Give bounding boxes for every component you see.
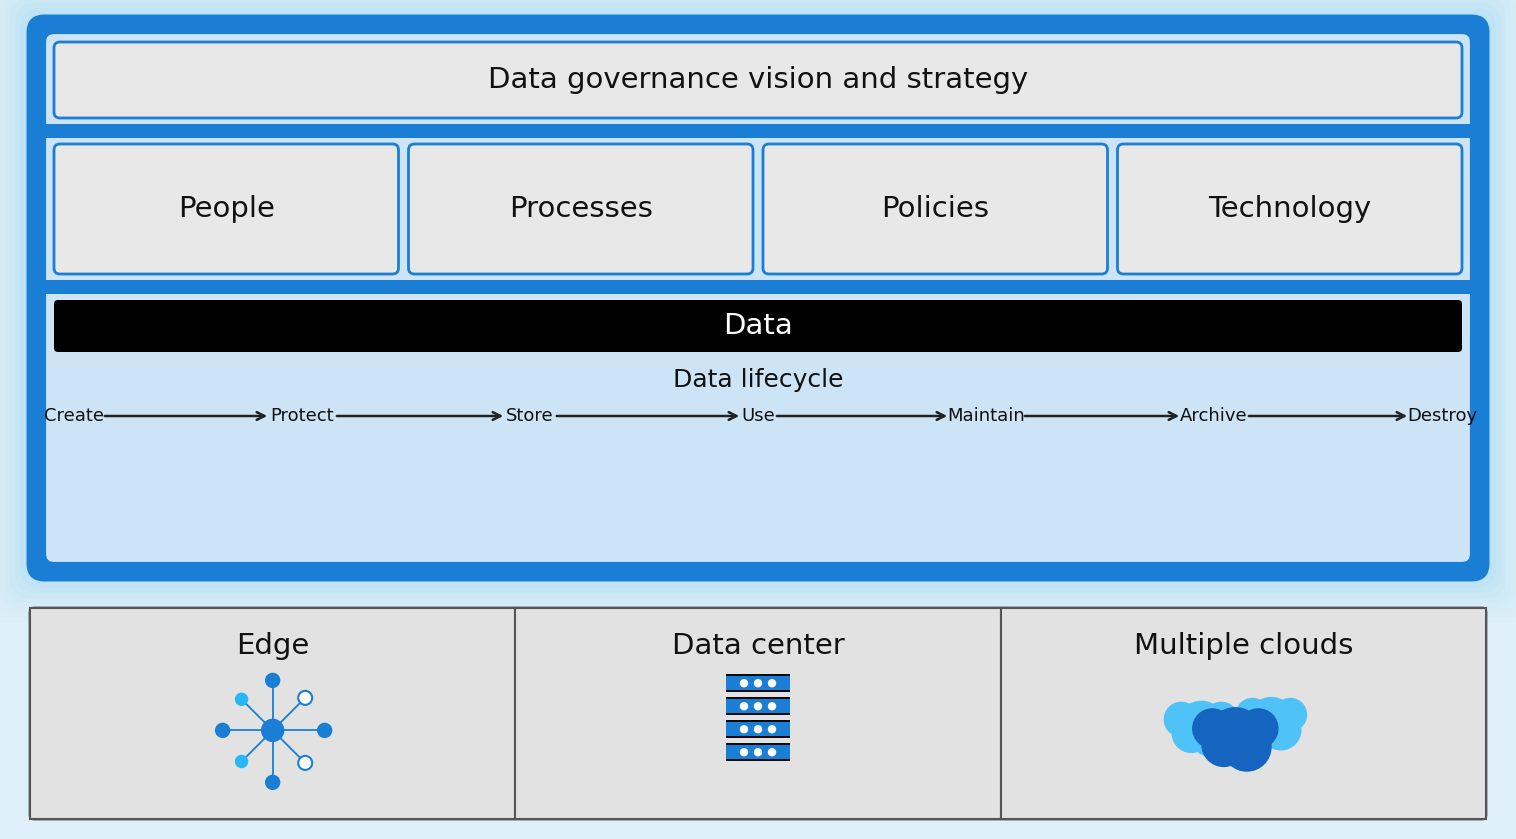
Circle shape — [740, 703, 747, 710]
Circle shape — [1178, 701, 1225, 749]
Circle shape — [1236, 699, 1269, 731]
Circle shape — [1164, 702, 1198, 737]
Text: Protect: Protect — [270, 407, 334, 425]
Circle shape — [235, 755, 247, 768]
Circle shape — [769, 703, 776, 710]
Circle shape — [1273, 699, 1307, 731]
Text: Maintain: Maintain — [948, 407, 1025, 425]
FancyBboxPatch shape — [55, 144, 399, 274]
Circle shape — [755, 748, 761, 756]
Text: Data: Data — [723, 312, 793, 340]
Circle shape — [215, 723, 229, 737]
Circle shape — [1239, 709, 1278, 748]
Text: Policies: Policies — [881, 195, 990, 223]
FancyBboxPatch shape — [408, 144, 753, 274]
Circle shape — [1172, 714, 1210, 753]
Text: Processes: Processes — [509, 195, 653, 223]
FancyBboxPatch shape — [55, 42, 1461, 118]
FancyBboxPatch shape — [1117, 144, 1461, 274]
Circle shape — [769, 680, 776, 686]
Bar — [726, 720, 790, 738]
Circle shape — [318, 723, 332, 737]
Bar — [726, 743, 790, 761]
Circle shape — [1202, 722, 1246, 767]
Circle shape — [299, 690, 312, 705]
Bar — [515, 608, 1001, 819]
FancyBboxPatch shape — [44, 32, 1472, 564]
Text: Edge: Edge — [236, 632, 309, 660]
Circle shape — [1204, 702, 1239, 737]
Bar — [726, 675, 790, 692]
Circle shape — [769, 748, 776, 756]
Circle shape — [1249, 697, 1295, 743]
FancyBboxPatch shape — [24, 13, 1492, 583]
Text: Store: Store — [506, 407, 553, 425]
FancyBboxPatch shape — [30, 18, 1486, 578]
Circle shape — [1261, 710, 1301, 750]
Bar — [726, 676, 790, 690]
Text: Data governance vision and strategy: Data governance vision and strategy — [488, 66, 1028, 94]
FancyBboxPatch shape — [30, 608, 1486, 819]
Circle shape — [299, 756, 312, 770]
Text: Data center: Data center — [672, 632, 844, 660]
Circle shape — [755, 726, 761, 732]
Text: Multiple clouds: Multiple clouds — [1134, 632, 1352, 660]
Circle shape — [740, 748, 747, 756]
Bar — [726, 745, 790, 759]
Bar — [1001, 608, 1486, 819]
Circle shape — [1243, 710, 1280, 746]
Text: Create: Create — [44, 407, 105, 425]
Circle shape — [262, 719, 283, 742]
Text: Destroy: Destroy — [1407, 407, 1477, 425]
FancyBboxPatch shape — [55, 300, 1461, 352]
FancyBboxPatch shape — [30, 18, 1486, 578]
Text: People: People — [177, 195, 274, 223]
Circle shape — [1190, 714, 1233, 757]
Bar — [44, 280, 1472, 294]
Bar — [30, 608, 515, 819]
Circle shape — [769, 726, 776, 732]
Bar — [726, 697, 790, 715]
Bar — [44, 124, 1472, 138]
Circle shape — [740, 726, 747, 732]
Text: Archive: Archive — [1179, 407, 1248, 425]
Circle shape — [265, 674, 279, 687]
Circle shape — [1208, 708, 1263, 763]
Circle shape — [265, 775, 279, 789]
Circle shape — [755, 680, 761, 686]
Circle shape — [1223, 722, 1270, 771]
Bar — [726, 699, 790, 713]
Circle shape — [740, 680, 747, 686]
Text: Data lifecycle: Data lifecycle — [673, 368, 843, 392]
Circle shape — [235, 693, 247, 706]
Circle shape — [755, 703, 761, 710]
Circle shape — [1193, 709, 1233, 748]
Bar — [726, 722, 790, 736]
Text: Use: Use — [741, 407, 775, 425]
Text: Technology: Technology — [1208, 195, 1372, 223]
FancyBboxPatch shape — [763, 144, 1108, 274]
